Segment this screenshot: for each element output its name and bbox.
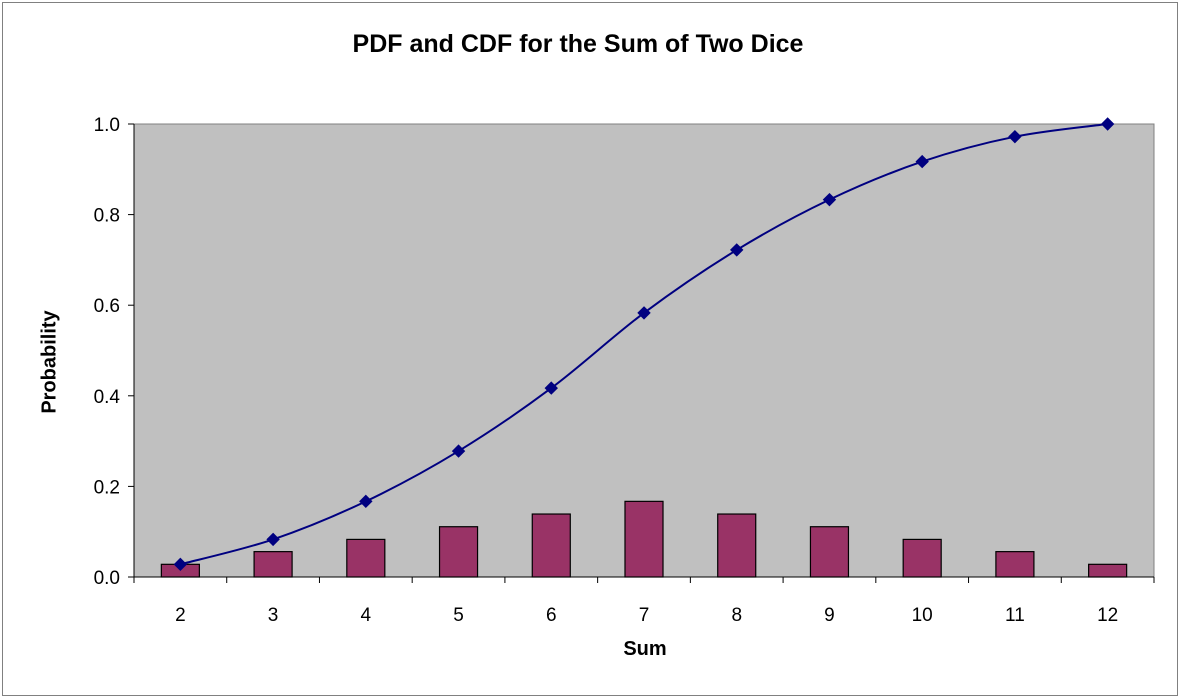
cdf-point (730, 243, 744, 257)
pdf-bar (1088, 563, 1128, 578)
x-tick-label: 5 (453, 605, 464, 626)
x-axis-label: Sum (623, 638, 667, 660)
x-tick-label: 7 (639, 605, 650, 626)
y-tick-label: 0.4 (94, 387, 121, 408)
pdf-bar (902, 538, 942, 578)
cdf-point (1008, 129, 1022, 144)
cdf-point (359, 494, 373, 509)
cdf-point (173, 557, 188, 572)
cdf-point (915, 154, 929, 169)
y-tick-label: 0.8 (94, 206, 120, 227)
y-tick-label: 0.0 (94, 568, 120, 589)
pdf-bar (253, 551, 293, 578)
x-tick-label: 6 (546, 605, 557, 626)
cdf-point (1100, 117, 1115, 131)
x-tick-label: 2 (175, 605, 186, 626)
pdf-bar (346, 538, 386, 578)
y-tick-label: 1.0 (94, 115, 120, 136)
pdf-bar (531, 513, 571, 578)
x-tick-label: 12 (1097, 605, 1118, 626)
cdf-point (266, 532, 280, 547)
cdf-point (637, 306, 651, 320)
chart-title: PDF and CDF for the Sum of Two Dice (352, 30, 804, 58)
pdf-bar (717, 513, 757, 578)
x-tick-label: 11 (1005, 605, 1025, 626)
cdf-point (822, 192, 837, 207)
x-tick-label: 4 (361, 605, 372, 626)
x-tick-label: 3 (268, 605, 279, 626)
pdf-bar (438, 526, 479, 578)
pdf-bar (624, 500, 664, 578)
y-tick-label: 0.2 (94, 477, 120, 498)
cdf-point (544, 381, 558, 395)
x-tick-label: 10 (912, 605, 933, 626)
pdf-bar (995, 551, 1035, 578)
x-tick-label: 9 (824, 605, 835, 626)
y-tick-label: 0.6 (94, 296, 120, 317)
x-tick-label: 8 (731, 605, 742, 626)
cdf-point (451, 444, 466, 458)
pdf-bar (809, 526, 850, 578)
